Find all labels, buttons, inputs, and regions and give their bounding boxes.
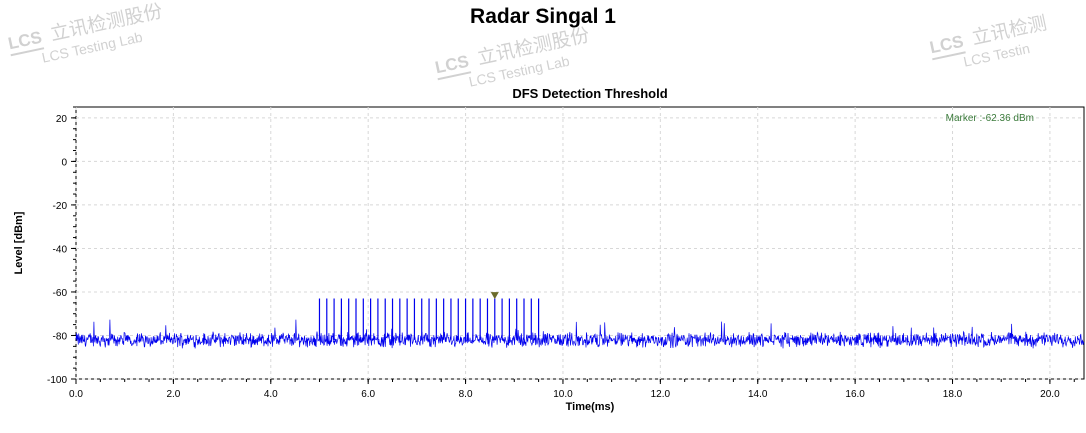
x-tick-label: 14.0 bbox=[748, 389, 768, 400]
y-tick-label: -60 bbox=[53, 288, 68, 299]
x-tick-label: 0.0 bbox=[69, 389, 83, 400]
y-tick-label: -40 bbox=[53, 244, 68, 255]
x-axis-label: Time(ms) bbox=[566, 401, 615, 413]
page-title: Radar Singal 1 bbox=[470, 5, 616, 28]
x-tick-label: 20.0 bbox=[1040, 389, 1060, 400]
plot-area bbox=[75, 106, 1085, 380]
x-tick-label: 2.0 bbox=[166, 389, 180, 400]
y-axis-label: Level [dBm] bbox=[13, 211, 25, 274]
y-tick-label: -100 bbox=[47, 375, 67, 386]
x-tick-label: 10.0 bbox=[553, 389, 573, 400]
x-tick-label: 18.0 bbox=[943, 389, 963, 400]
chart-title: DFS Detection Threshold bbox=[512, 86, 667, 101]
x-tick-label: 6.0 bbox=[361, 389, 375, 400]
marker-readout: Marker :-62.36 dBm bbox=[946, 113, 1034, 124]
marker-icon bbox=[490, 292, 499, 300]
y-tick-label: -80 bbox=[53, 331, 68, 342]
y-tick-label: 0 bbox=[61, 157, 67, 168]
x-tick-label: 16.0 bbox=[845, 389, 865, 400]
y-tick-label: -20 bbox=[53, 201, 68, 212]
noise-trace bbox=[75, 319, 1085, 349]
y-tick-label: 20 bbox=[56, 114, 68, 125]
x-tick-label: 4.0 bbox=[264, 389, 278, 400]
x-tick-label: 12.0 bbox=[651, 389, 671, 400]
x-tick-label: 8.0 bbox=[459, 389, 473, 400]
